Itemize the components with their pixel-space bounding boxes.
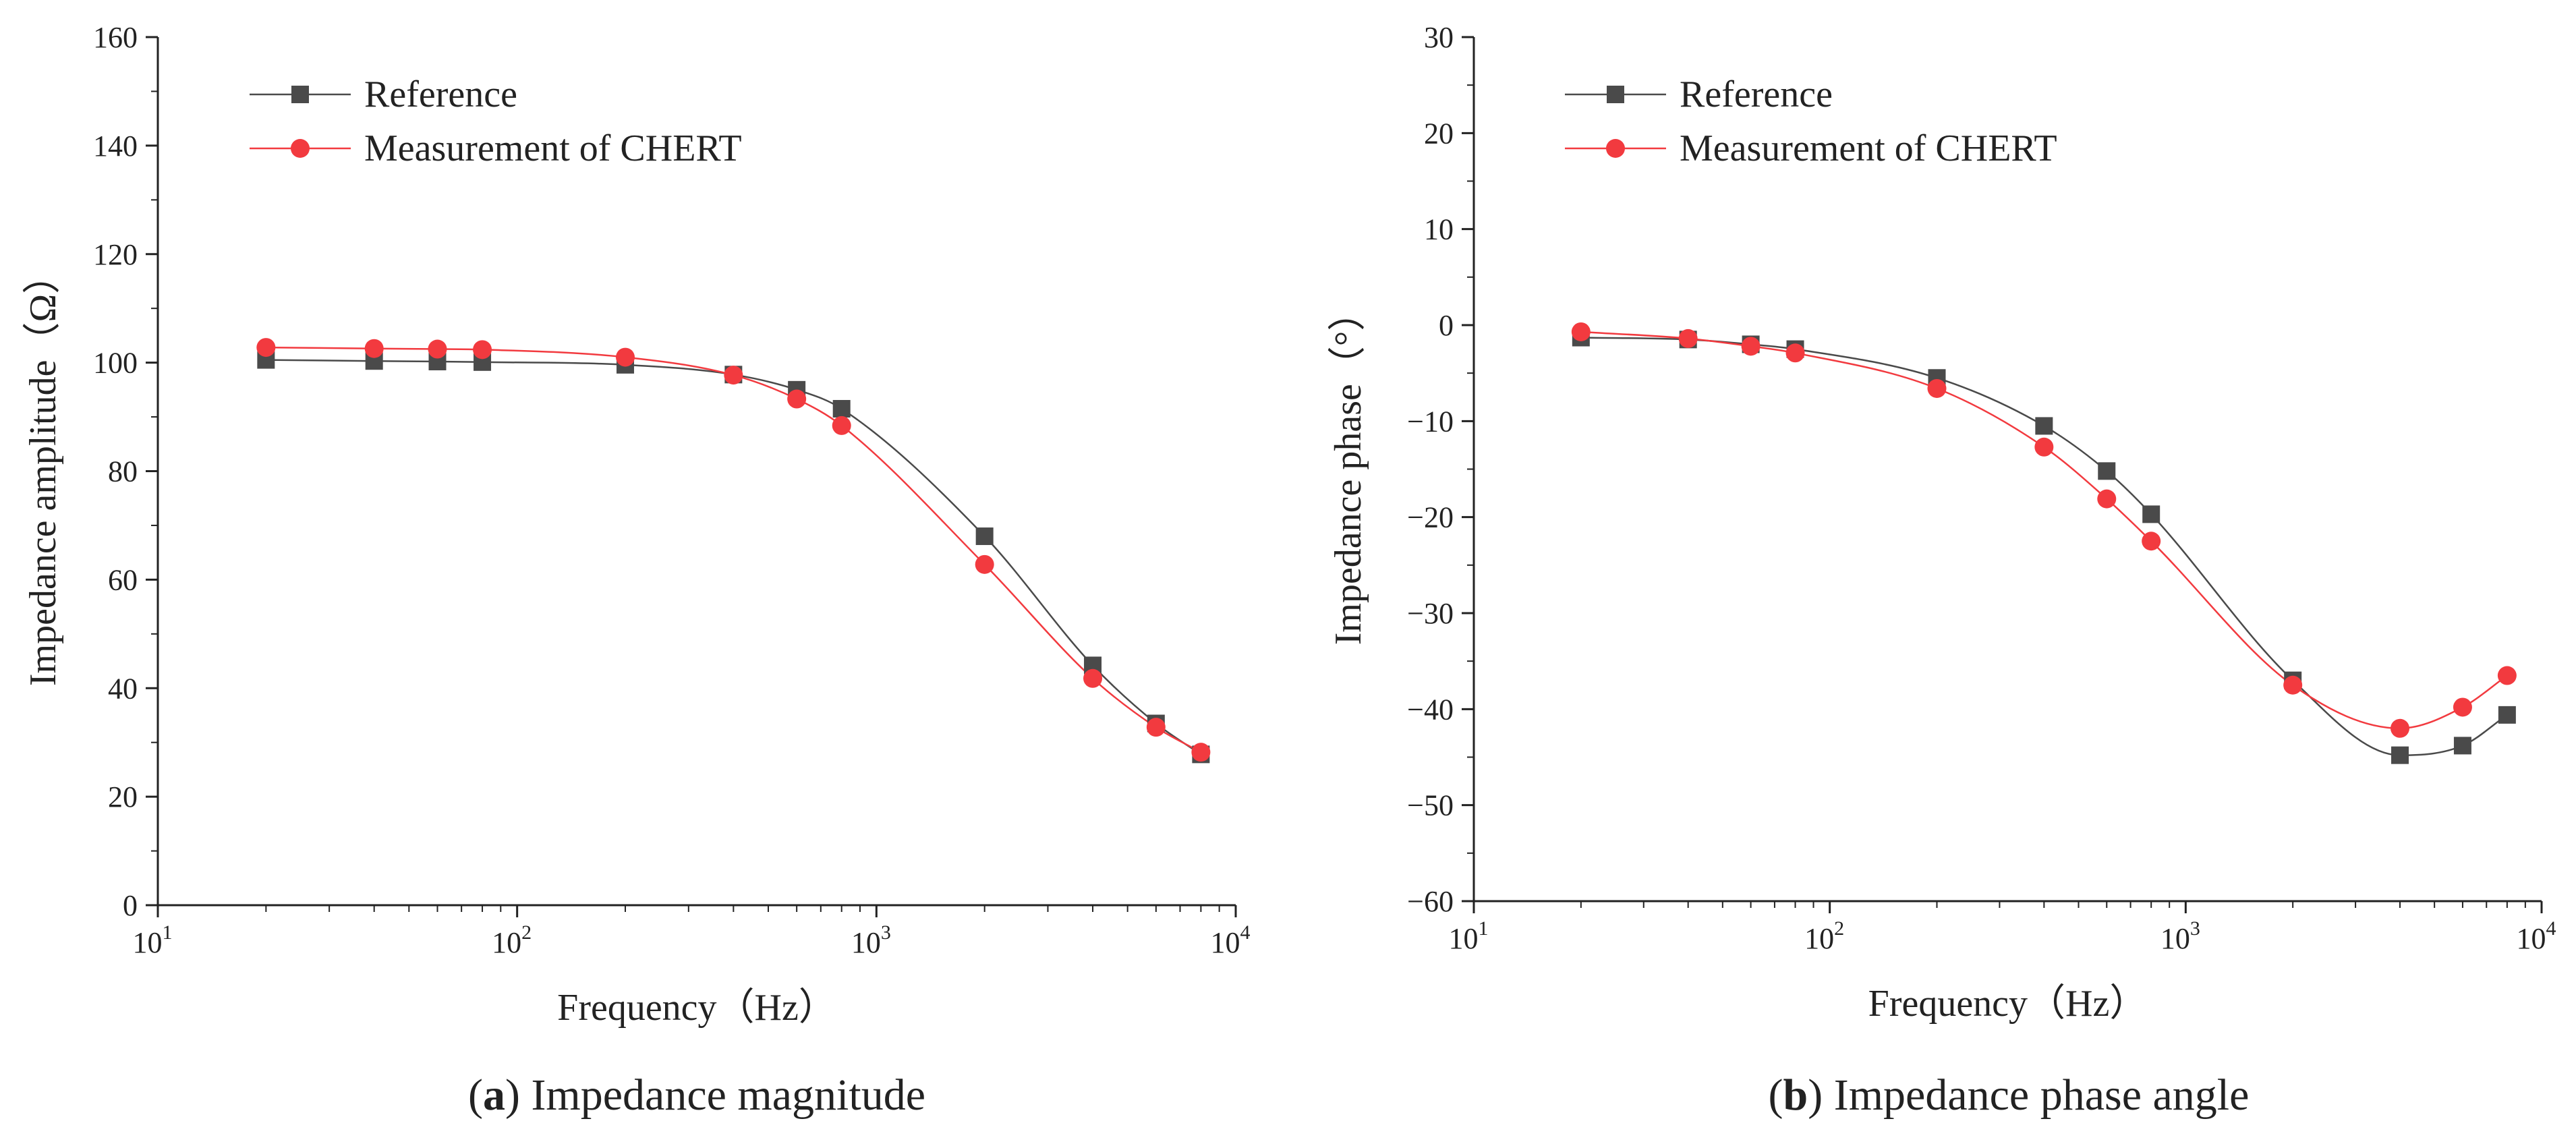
measurement-point [1146, 718, 1166, 737]
y-tick-label: 120 [93, 238, 138, 271]
measurement-point [2097, 489, 2117, 509]
y-tick-label: 80 [108, 455, 138, 488]
measurement-point [473, 340, 492, 360]
x-tick-label: 101 [133, 921, 173, 959]
y-tick-label: 60 [108, 563, 138, 596]
measurement-point [787, 389, 807, 409]
legend-circle-marker [291, 139, 310, 158]
x-tick-label: 102 [1804, 917, 1844, 955]
reference-point [832, 399, 851, 418]
y-axis-title: Impedance amplitude（Ω） [22, 256, 64, 686]
x-tick-label: 102 [492, 921, 532, 959]
x-tick-label: 103 [851, 921, 891, 959]
legend-label: Reference [1680, 74, 1833, 115]
series-line-measurement [1580, 331, 2508, 730]
x-axis-title: Frequency（Hz） [1868, 983, 2148, 1025]
measurement-point [724, 366, 743, 385]
y-axis-title: Impedance phase（°） [1327, 293, 1369, 646]
measurement-point [975, 554, 994, 574]
x-tick-label: 103 [2160, 917, 2200, 955]
y-tick-label: 100 [93, 347, 138, 380]
y-tick-label: −30 [1407, 597, 1454, 630]
legend-label: Measurement of CHERT [1680, 127, 2057, 169]
caption-letter: b [1783, 1070, 1808, 1120]
measurement-point [832, 416, 851, 435]
y-tick-label: 140 [93, 130, 138, 163]
reference-point [2142, 505, 2160, 523]
measurement-point [1571, 322, 1591, 341]
measurement-point [2142, 532, 2161, 551]
x-tick-label: 104 [1211, 921, 1251, 959]
measurement-point [2497, 666, 2517, 685]
x-tick-label: 101 [1449, 917, 1489, 955]
measurement-point [616, 347, 635, 367]
measurement-point [1785, 343, 1805, 363]
series-line-measurement [266, 346, 1202, 753]
reference-point [2391, 746, 2409, 764]
measurement-point [1083, 668, 1103, 688]
measurement-point [1927, 378, 1947, 398]
y-tick-label: −40 [1407, 693, 1454, 726]
reference-point [2035, 417, 2053, 435]
panel-caption: (b) Impedance phase angle [1769, 1070, 2250, 1120]
measurement-point [1741, 337, 1761, 356]
measurement-point [256, 338, 276, 357]
reference-point [2098, 462, 2116, 480]
reference-point [2453, 737, 2471, 755]
y-tick-label: 0 [1439, 309, 1454, 342]
y-tick-label: 40 [108, 672, 138, 705]
y-tick-label: 20 [108, 780, 138, 813]
measurement-point [428, 339, 447, 359]
measurement-point [1678, 328, 1698, 348]
chart-impedance-phase: −60 −50 −40 −30 −20 −10 0 10 20 30 101 102 103 104 Fre… [1327, 21, 2556, 1120]
caption-letter: a [483, 1070, 505, 1120]
legend-label: Reference [364, 74, 517, 115]
legend: Reference Measurement of CHERT [250, 74, 742, 169]
measurement-point [364, 339, 384, 358]
legend-square-marker [1607, 86, 1624, 103]
y-tick-label: −60 [1407, 885, 1454, 918]
measurement-point [2034, 437, 2054, 457]
reference-point [2498, 706, 2516, 724]
legend-label: Measurement of CHERT [364, 127, 742, 169]
legend-square-marker [291, 86, 309, 103]
measurement-point [2453, 697, 2472, 717]
reference-point [975, 527, 994, 546]
caption-text: Impedance magnitude [520, 1070, 925, 1120]
y-tick-label: 30 [1424, 21, 1454, 54]
y-tick-label: −10 [1407, 405, 1454, 438]
panel-caption: (a) Impedance magnitude [468, 1070, 925, 1120]
y-tick-label: −50 [1407, 789, 1454, 822]
x-axis-title: Frequency（Hz） [557, 987, 836, 1029]
y-tick-label: 20 [1424, 117, 1454, 150]
y-tick-label: 0 [123, 889, 138, 922]
y-tick-label: 160 [93, 21, 138, 54]
y-tick-label: 10 [1424, 213, 1454, 246]
series-line-reference [1580, 337, 2508, 756]
legend: Reference Measurement of CHERT [1565, 74, 2057, 169]
legend-circle-marker [1606, 139, 1625, 158]
series-line-reference [266, 359, 1202, 755]
y-tick-label: −20 [1407, 501, 1454, 534]
measurement-point [2283, 675, 2303, 695]
measurement-point [2391, 718, 2410, 738]
chart-impedance-magnitude: 0 20 40 60 80 100 120 140 160 101 102 103 104 Frequen… [22, 21, 1251, 1120]
measurement-point [1191, 743, 1211, 762]
caption-text: Impedance phase angle [1823, 1070, 2249, 1120]
x-tick-label: 104 [2517, 917, 2556, 955]
